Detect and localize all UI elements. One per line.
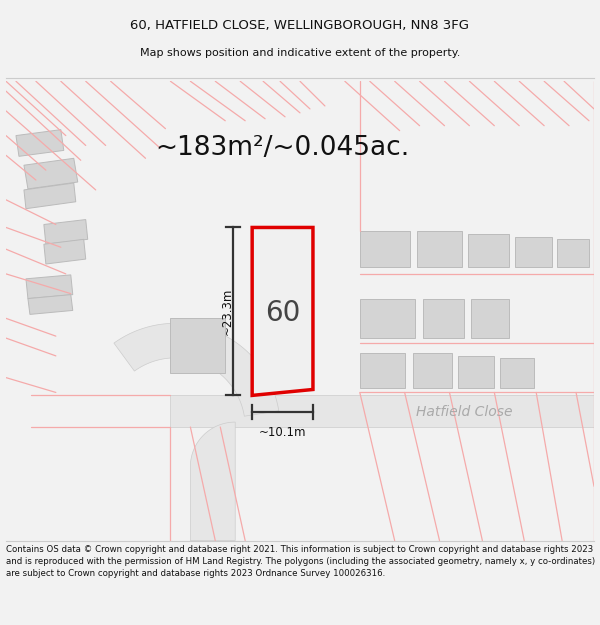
Polygon shape [360, 231, 410, 267]
Polygon shape [170, 318, 225, 372]
Polygon shape [28, 294, 73, 314]
Polygon shape [472, 299, 509, 338]
Polygon shape [360, 299, 415, 338]
Polygon shape [557, 239, 589, 267]
Text: Map shows position and indicative extent of the property.: Map shows position and indicative extent… [140, 48, 460, 58]
Polygon shape [458, 356, 494, 388]
Polygon shape [44, 239, 86, 264]
Polygon shape [422, 299, 464, 338]
Polygon shape [413, 353, 452, 388]
Polygon shape [360, 353, 404, 388]
Text: ~23.3m: ~23.3m [221, 288, 234, 335]
Polygon shape [500, 358, 534, 387]
Text: ~183m²/~0.045ac.: ~183m²/~0.045ac. [155, 136, 410, 161]
Polygon shape [469, 234, 509, 267]
Polygon shape [24, 183, 76, 209]
Polygon shape [515, 238, 552, 267]
Polygon shape [114, 323, 279, 416]
Text: 60: 60 [265, 299, 301, 328]
Text: ~10.1m: ~10.1m [259, 426, 307, 439]
Polygon shape [170, 396, 594, 427]
Polygon shape [24, 158, 78, 189]
Polygon shape [252, 228, 313, 396]
Polygon shape [16, 129, 64, 156]
Polygon shape [190, 422, 235, 541]
Polygon shape [416, 231, 463, 267]
Text: Contains OS data © Crown copyright and database right 2021. This information is : Contains OS data © Crown copyright and d… [6, 545, 595, 578]
Polygon shape [44, 219, 88, 244]
Text: Hatfield Close: Hatfield Close [416, 405, 512, 419]
Text: 60, HATFIELD CLOSE, WELLINGBOROUGH, NN8 3FG: 60, HATFIELD CLOSE, WELLINGBOROUGH, NN8 … [131, 19, 470, 32]
Polygon shape [26, 275, 73, 299]
